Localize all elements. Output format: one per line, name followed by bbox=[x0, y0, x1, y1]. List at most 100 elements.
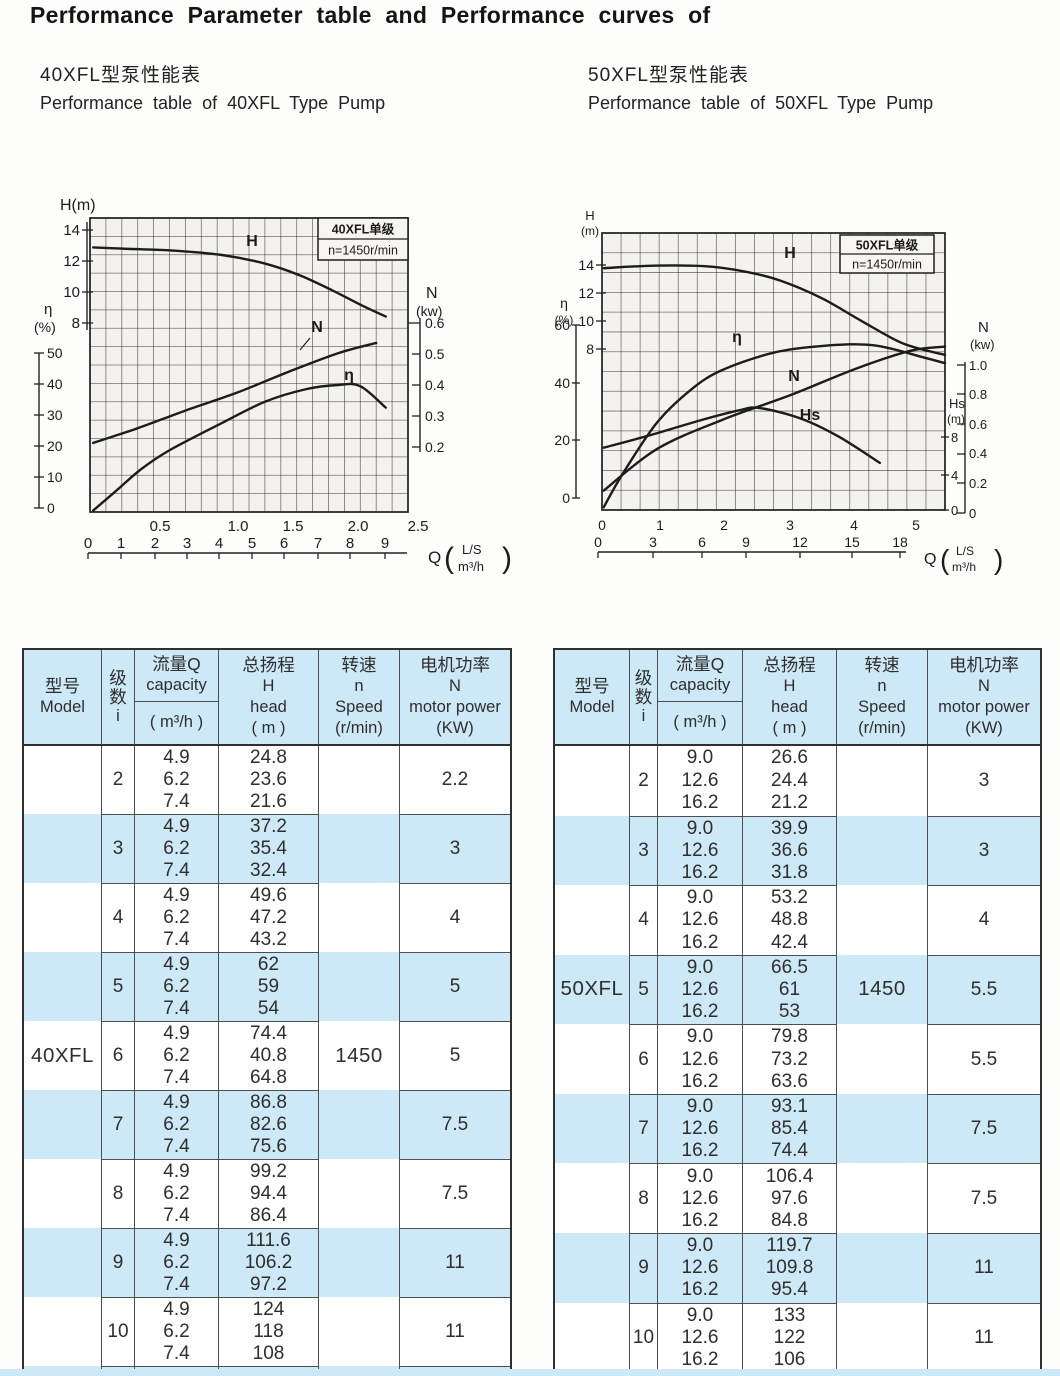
value: 7.4 bbox=[163, 1136, 190, 1157]
axis-title: (%) bbox=[555, 313, 574, 327]
speed-cell: 1450 bbox=[836, 954, 927, 1025]
tick-label: 1.0 bbox=[969, 358, 987, 373]
header-speed: 转速 n Speed (r/min) bbox=[318, 650, 399, 744]
value: 59 bbox=[257, 976, 280, 997]
value: 7.4 bbox=[163, 1067, 190, 1088]
stage-row-4: 4 4.9 6.2 7.4 49.6 47.2 43.2 4 bbox=[24, 883, 510, 952]
value: 75.6 bbox=[250, 1136, 287, 1157]
stage-cell: 5 bbox=[629, 954, 657, 1025]
tick-label: 1 bbox=[656, 517, 664, 533]
value: 31.8 bbox=[771, 861, 808, 883]
power-cell: 7.5 bbox=[399, 1159, 510, 1228]
table-header: 型号 Model 级 数 i 流量Q capacity ( m³/h ) 总扬程… bbox=[555, 650, 1040, 746]
tick-label: 6 bbox=[698, 534, 706, 550]
value: 43.2 bbox=[250, 929, 287, 950]
tick-label: 0.4 bbox=[425, 377, 445, 393]
tick-label: 0 bbox=[47, 500, 55, 516]
header-head: 总扬程 H head ( m ) bbox=[218, 650, 318, 744]
tick-label: 12 bbox=[792, 534, 808, 550]
stage-row-9: 9 4.9 6.2 7.4 111.6 106.2 97.2 11 bbox=[24, 1228, 510, 1297]
value: 119.7 bbox=[766, 1235, 813, 1257]
50xfl-curve-chart: H(m)1412108η(%)6040200N(kw)1.00.80.60.40… bbox=[554, 208, 1003, 575]
value: 4.9 bbox=[163, 1299, 190, 1320]
value: 16.2 bbox=[681, 1348, 719, 1370]
value: 74.4 bbox=[771, 1140, 808, 1162]
40xfl-performance-table: 型号 Model 级 数 i 流量Q capacity ( m³/h ) 总扬程… bbox=[22, 648, 512, 1376]
value: 63.6 bbox=[771, 1070, 808, 1092]
legend-line: n=1450r/min bbox=[328, 244, 398, 258]
value: 9.0 bbox=[686, 1235, 714, 1257]
axis-unit-label: ) bbox=[502, 542, 512, 575]
value: 86.4 bbox=[250, 1205, 287, 1226]
value: 6.2 bbox=[163, 769, 190, 790]
head-cell: 24.8 23.6 21.6 bbox=[218, 746, 318, 814]
power-curve-label: N bbox=[788, 368, 800, 385]
tick-label: 8 bbox=[72, 315, 80, 332]
efficiency-curve-label: η bbox=[344, 367, 354, 384]
model-cell bbox=[555, 746, 629, 816]
value: 7.4 bbox=[163, 998, 190, 1019]
stage-cell: 6 bbox=[629, 1024, 657, 1094]
power-cell: 7.5 bbox=[927, 1093, 1040, 1164]
speed-cell bbox=[318, 952, 399, 1021]
speed-cell bbox=[318, 1159, 399, 1228]
value: 12.6 bbox=[681, 1048, 719, 1070]
value: 6.2 bbox=[163, 838, 190, 859]
header-power: 电机功率 N motor power (KW) bbox=[399, 650, 510, 744]
value: 73.2 bbox=[771, 1048, 808, 1070]
value: 62 bbox=[257, 954, 280, 975]
value: 9.0 bbox=[686, 747, 714, 769]
tick-label: 15 bbox=[844, 534, 860, 550]
tick-label: 8 bbox=[586, 341, 594, 357]
model-cell bbox=[24, 952, 101, 1021]
tick-label: 0.2 bbox=[969, 476, 987, 491]
stage-row-3: 3 9.0 12.6 16.2 39.9 36.6 31.8 3 bbox=[555, 815, 1040, 886]
stage-cell: 3 bbox=[101, 814, 134, 883]
value: 6.2 bbox=[163, 1183, 190, 1204]
value: 39.9 bbox=[771, 817, 808, 839]
value: 99.2 bbox=[250, 1161, 287, 1182]
value: 16.2 bbox=[681, 1279, 719, 1301]
value: 21.2 bbox=[771, 792, 808, 814]
tick-label: 5 bbox=[248, 535, 256, 552]
stage-cell: 3 bbox=[629, 815, 657, 886]
value: 42.4 bbox=[771, 931, 808, 953]
tick-label: 8 bbox=[346, 535, 354, 552]
tick-label: 9 bbox=[381, 535, 389, 552]
legend-line: 50XFL单级 bbox=[856, 238, 919, 253]
value: 9.0 bbox=[686, 1095, 714, 1117]
value: 12.6 bbox=[681, 769, 719, 791]
axis-unit-label: m³/h bbox=[458, 559, 484, 574]
tick-label: 0.5 bbox=[425, 346, 445, 362]
speed-cell bbox=[318, 746, 399, 814]
tick-label: 4 bbox=[215, 535, 223, 552]
stage-cell: 4 bbox=[629, 885, 657, 955]
value: 4.9 bbox=[163, 1230, 190, 1251]
head-cell: 79.8 73.2 63.6 bbox=[742, 1024, 836, 1094]
axis-title: H bbox=[585, 208, 594, 223]
right-section-title-zh: 50XFL型泵性能表 bbox=[588, 65, 749, 86]
stage-cell: 4 bbox=[101, 883, 134, 952]
tick-label: 0 bbox=[594, 534, 602, 550]
power-curve bbox=[602, 345, 947, 492]
axis-unit-label: Q bbox=[924, 551, 936, 568]
value: 84.8 bbox=[771, 1209, 808, 1231]
stage-row-2: 2 9.0 12.6 16.2 26.6 24.4 21.2 3 bbox=[555, 746, 1040, 816]
value: 16.2 bbox=[681, 1140, 719, 1162]
head-cell: 66.5 61 53 bbox=[742, 954, 836, 1025]
tick-label: 30 bbox=[47, 407, 63, 423]
tick-label: 1 bbox=[117, 535, 125, 552]
stage-row-3: 3 4.9 6.2 7.4 37.2 35.4 32.4 3 bbox=[24, 814, 510, 883]
power-cell: 7.5 bbox=[399, 1090, 510, 1159]
head-cell: 93.1 85.4 74.4 bbox=[742, 1093, 836, 1164]
stage-cell: 7 bbox=[101, 1090, 134, 1159]
stage-cell: 8 bbox=[629, 1163, 657, 1233]
power-cell: 11 bbox=[399, 1297, 510, 1366]
tick-label: 0 bbox=[951, 503, 958, 518]
axis-title: (kw) bbox=[416, 303, 442, 319]
value: 4.9 bbox=[163, 885, 190, 906]
stage-row-9: 9 9.0 12.6 16.2 119.7 109.8 95.4 11 bbox=[555, 1232, 1040, 1303]
value: 9.0 bbox=[686, 1304, 714, 1326]
